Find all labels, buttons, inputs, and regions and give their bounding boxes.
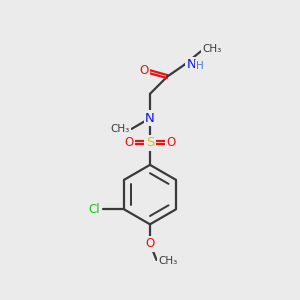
- Text: N: N: [187, 58, 196, 71]
- Text: O: O: [146, 237, 154, 250]
- Text: CH₃: CH₃: [158, 256, 177, 266]
- Text: N: N: [145, 112, 155, 125]
- Text: O: O: [140, 64, 149, 77]
- Text: O: O: [166, 136, 176, 149]
- Text: CH₃: CH₃: [202, 44, 222, 54]
- Text: CH₃: CH₃: [111, 124, 130, 134]
- Text: O: O: [124, 136, 134, 149]
- Text: S: S: [146, 136, 154, 149]
- Text: H: H: [196, 61, 204, 71]
- Text: Cl: Cl: [89, 203, 100, 216]
